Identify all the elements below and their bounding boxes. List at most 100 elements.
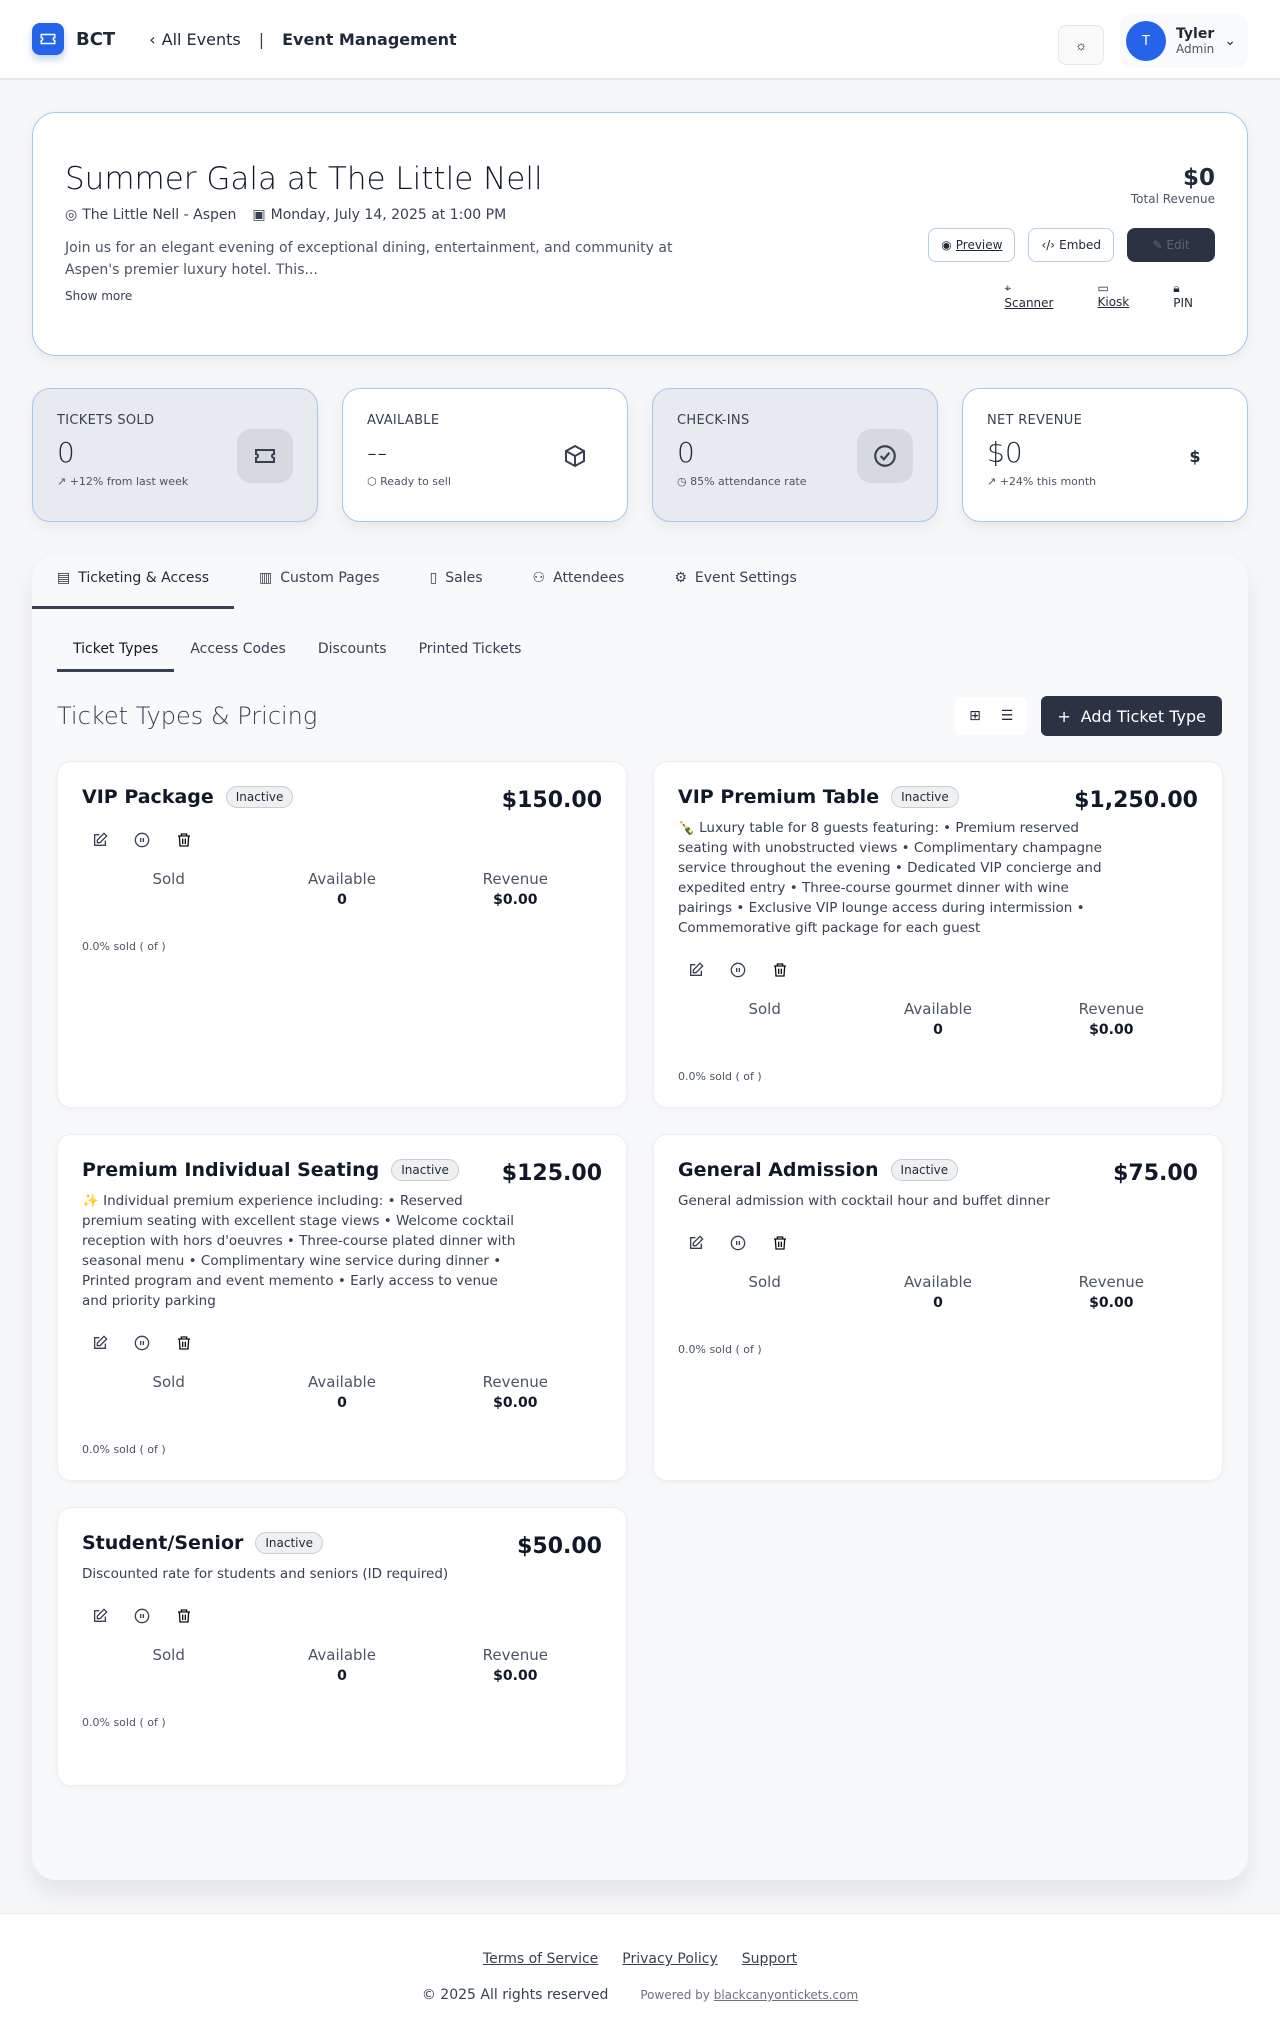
list-view-icon[interactable]: ☰ <box>1000 708 1014 724</box>
grid-view-icon[interactable]: ⊞ <box>969 708 981 724</box>
sub-tabs: Ticket Types Access Codes Discounts Prin… <box>57 641 1248 672</box>
available-value: 0 <box>933 1022 943 1038</box>
stat-subtext: ↗ +24% this month <box>987 475 1097 488</box>
tab-custom-pages[interactable]: ▥ Custom Pages <box>234 570 405 609</box>
add-label: Add Ticket Type <box>1080 706 1206 726</box>
ticket-name: General Admission <box>678 1159 879 1181</box>
privacy-link[interactable]: Privacy Policy <box>622 1951 718 1967</box>
powered-by-link[interactable]: blackcanyontickets.com <box>713 1988 859 2002</box>
tab-ticketing-access[interactable]: ▤ Ticketing & Access <box>32 570 235 609</box>
sold-value <box>678 1022 851 1040</box>
tab-attendees[interactable]: ⚇ Attendees <box>508 570 650 609</box>
pause-icon[interactable] <box>134 832 150 852</box>
stat-label: NET REVENUE <box>987 413 1083 428</box>
tab-event-settings[interactable]: ⚙ Event Settings <box>649 570 822 609</box>
breadcrumb-separator: | <box>258 29 265 49</box>
pause-icon[interactable] <box>134 1608 150 1628</box>
ticket-type-card: Premium Individual Seating Inactive $125.… <box>57 1134 627 1481</box>
theme-toggle-button[interactable]: ☼ <box>1058 25 1105 65</box>
ticket-name: Premium Individual Seating <box>82 1159 380 1181</box>
show-more-link[interactable]: Show more <box>65 289 133 303</box>
subtab-ticket-types[interactable]: Ticket Types <box>57 641 175 672</box>
event-venue: ◎ The Little Nell - Aspen <box>65 207 236 223</box>
add-ticket-type-button[interactable]: + Add Ticket Type <box>1041 696 1222 736</box>
pin-link[interactable]: 🔒︎ PIN <box>1173 281 1193 310</box>
avatar: T <box>1126 21 1167 61</box>
code-icon: ‹/› <box>1041 238 1056 252</box>
ticket-logo-icon[interactable] <box>32 23 64 55</box>
back-label: All Events <box>161 29 241 49</box>
embed-label: Embed <box>1059 238 1101 252</box>
sold-value <box>82 1668 255 1686</box>
tab-label: Custom Pages <box>280 570 380 586</box>
users-icon: ⚇ <box>532 570 546 586</box>
trash-icon[interactable] <box>176 832 192 852</box>
event-title: Summer Gala at The Little Nell <box>65 161 543 197</box>
edit-icon: ✎ <box>1152 238 1163 252</box>
sold-label: Sold <box>152 1373 185 1391</box>
status-badge: Inactive <box>391 1159 459 1181</box>
back-to-all-events-link[interactable]: ‹ All Events <box>149 30 241 49</box>
available-label: Available <box>308 870 376 888</box>
stat-subtext: ↗ +12% from last week <box>57 475 189 488</box>
revenue-label: Revenue <box>1078 1000 1144 1018</box>
scanner-link[interactable]: ⌖ Scanner <box>1004 281 1053 310</box>
ticket-price: $125.00 <box>501 1161 602 1186</box>
pause-icon[interactable] <box>730 962 746 982</box>
status-badge: Inactive <box>891 786 959 808</box>
brand-name[interactable]: BCT <box>76 28 116 50</box>
copyright: © 2025 All rights reserved <box>421 1987 609 2003</box>
tab-sales[interactable]: ▯ Sales <box>405 570 508 609</box>
stat-label: TICKETS SOLD <box>57 413 155 428</box>
edit-icon[interactable] <box>92 832 108 852</box>
embed-button[interactable]: ‹/› Embed <box>1028 228 1114 262</box>
user-name: Tyler <box>1176 26 1215 42</box>
section-title: Ticket Types & Pricing <box>57 702 318 730</box>
subtab-discounts[interactable]: Discounts <box>317 641 387 657</box>
available-value: 0 <box>933 1295 943 1311</box>
footer: Terms of Service Privacy Policy Support … <box>0 1913 1280 2033</box>
stat-subtext: ◷ 85% attendance rate <box>677 475 913 488</box>
sun-icon: ☼ <box>1074 37 1088 53</box>
view-toggle: ⊞ ☰ <box>955 697 1028 735</box>
revenue-label: Revenue <box>482 1373 548 1391</box>
box-icon <box>547 429 603 483</box>
event-management-panel: ▤ Ticketing & Access ▥ Custom Pages ▯ Sales… <box>32 555 1248 1880</box>
sold-label: Sold <box>152 870 185 888</box>
clipboard-icon: ▯ <box>429 570 438 586</box>
chevron-down-icon: ⌄ <box>1224 33 1236 49</box>
user-menu[interactable]: T Tyler Admin ⌄ <box>1120 14 1248 68</box>
ticket-icon: ▤ <box>57 570 71 586</box>
edit-button[interactable]: ✎ Edit <box>1127 228 1215 262</box>
pause-icon[interactable] <box>730 1235 746 1255</box>
trash-icon[interactable] <box>176 1608 192 1628</box>
pause-icon[interactable] <box>134 1335 150 1355</box>
subtab-printed-tickets[interactable]: Printed Tickets <box>418 641 522 657</box>
lock-icon: 🔒︎ <box>1173 281 1180 295</box>
sold-label: Sold <box>748 1000 781 1018</box>
status-badge: Inactive <box>225 786 294 808</box>
trash-icon[interactable] <box>772 1235 788 1255</box>
trash-icon[interactable] <box>772 962 788 982</box>
available-label: Available <box>308 1373 376 1391</box>
available-value: 0 <box>337 1395 347 1411</box>
available-value: 0 <box>337 892 347 908</box>
edit-icon[interactable] <box>688 962 704 982</box>
ticket-description: Discounted rate for students and seniors… <box>82 1566 449 1582</box>
subtab-access-codes[interactable]: Access Codes <box>190 641 286 657</box>
stat-net-revenue: NET REVENUE $0 ↗ +24% this month $ <box>962 388 1248 522</box>
ticket-name: Student/Senior <box>82 1532 244 1554</box>
sold-label: Sold <box>748 1273 781 1291</box>
support-link[interactable]: Support <box>741 1951 798 1967</box>
edit-icon[interactable] <box>688 1235 704 1255</box>
event-date: ▣ Monday, July 14, 2025 at 1:00 PM <box>252 207 506 223</box>
ticket-price: $75.00 <box>1113 1161 1198 1186</box>
terms-link[interactable]: Terms of Service <box>482 1951 599 1967</box>
trash-icon[interactable] <box>176 1335 192 1355</box>
kiosk-link[interactable]: ▭ Kiosk <box>1097 281 1129 310</box>
edit-icon[interactable] <box>92 1608 108 1628</box>
status-badge: Inactive <box>255 1532 323 1554</box>
powered-by: Powered by <box>640 1988 710 2002</box>
edit-icon[interactable] <box>92 1335 108 1355</box>
preview-button[interactable]: ◉ Preview <box>928 228 1016 262</box>
